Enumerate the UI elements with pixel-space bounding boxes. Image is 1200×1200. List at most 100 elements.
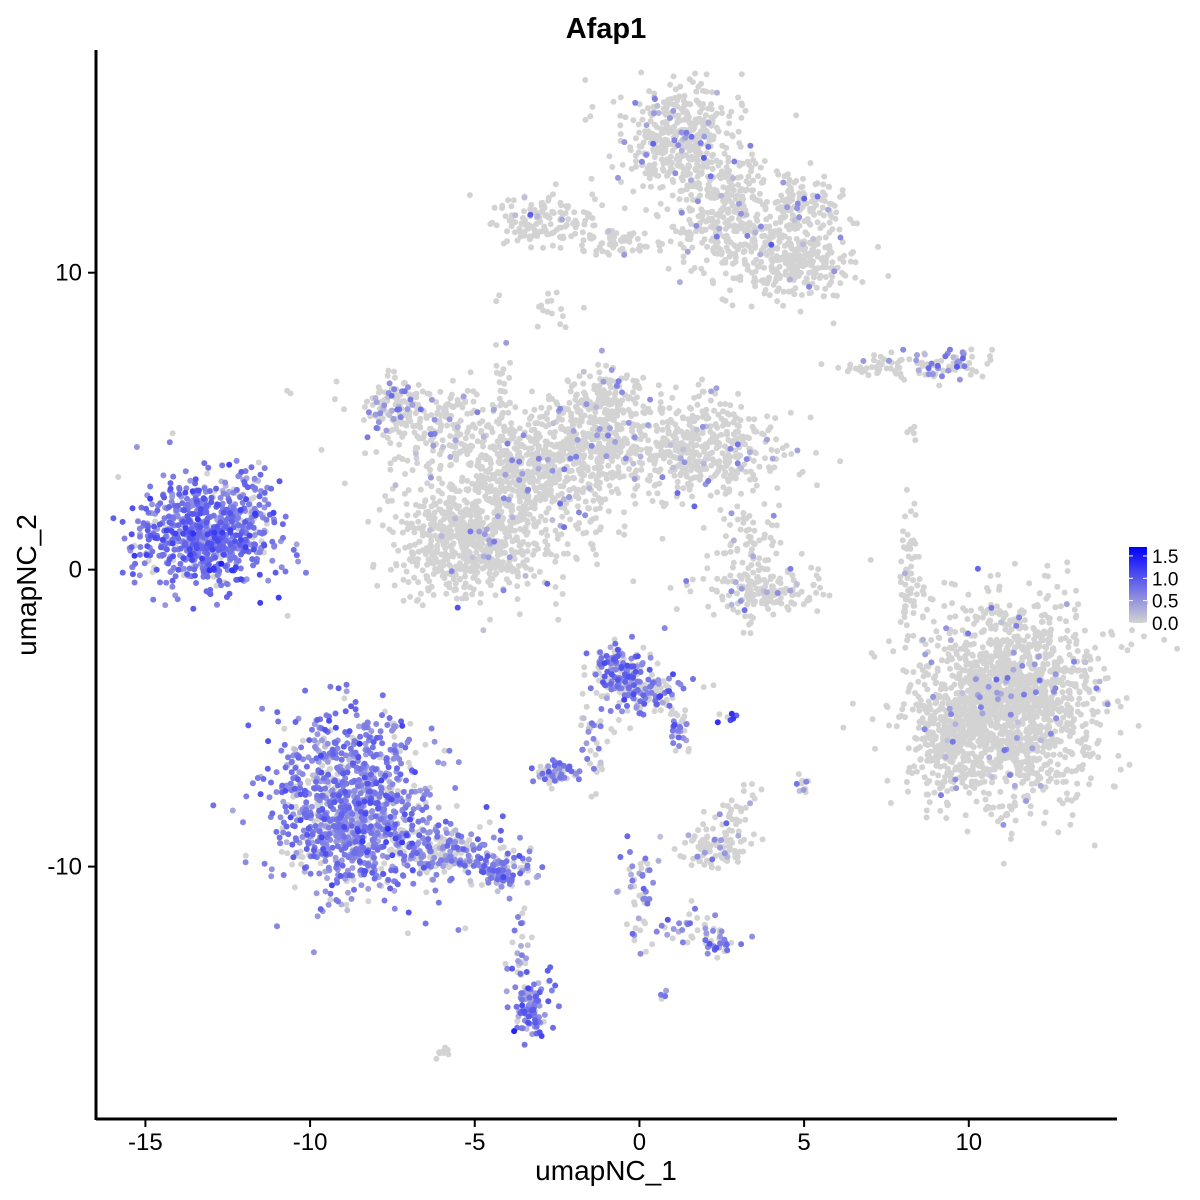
data-point [779,445,786,452]
data-point [774,244,781,251]
data-point [630,377,637,384]
data-point [532,523,539,530]
data-point [878,361,885,368]
data-point [526,511,533,518]
data-point [424,480,431,487]
data-point [426,532,433,539]
data-point [387,440,394,446]
data-point [806,269,813,276]
data-point [730,187,737,194]
data-point [709,449,716,456]
data-point [651,459,658,466]
data-point [550,229,557,236]
data-point [578,477,585,484]
data-point [533,431,540,438]
data-point [504,462,511,469]
data-point [404,930,411,937]
data-point [615,529,622,536]
data-point [510,219,517,225]
data-point [787,243,794,250]
data-point [464,444,471,451]
data-point [905,553,912,560]
data-point [774,298,781,305]
data-point [747,613,754,620]
data-point [1008,830,1015,837]
data-point [566,399,573,406]
data-point [414,560,420,567]
data-point [169,430,176,437]
data-point [409,467,416,474]
data-point [692,148,699,155]
data-point [683,172,690,179]
data-point [693,449,700,456]
data-point [773,550,780,557]
data-point [557,321,564,328]
data-point [765,557,772,563]
data-point [610,417,617,424]
data-point [826,200,833,207]
data-point [809,250,816,257]
data-point [762,206,769,213]
data-point [800,175,806,182]
data-point [544,439,551,446]
data-point [756,198,763,204]
data-point [693,97,700,104]
data-point [594,459,601,466]
data-point [439,480,446,487]
data-point [847,361,854,368]
data-point [441,524,448,531]
data-point [412,410,419,417]
data-point [600,387,607,394]
data-point [768,522,775,529]
data-point [576,422,583,429]
data-point [528,934,535,941]
data-point [772,415,779,422]
data-point [812,265,819,272]
data-point [608,377,615,384]
data-point [450,541,457,547]
data-point [499,202,506,209]
data-point [255,459,262,466]
data-point [820,212,827,219]
data-point [784,196,791,203]
data-point [317,860,324,867]
data-point [703,257,710,264]
data-point [291,884,298,891]
data-point [542,517,549,524]
data-point [719,142,726,149]
data-point [703,412,710,419]
data-point [1174,645,1181,652]
data-point [593,447,600,454]
data-point [765,464,772,471]
data-point [979,373,986,380]
data-point [670,128,676,135]
data-point [767,424,774,431]
data-point [398,518,405,525]
data-point [248,495,255,502]
data-point [640,403,647,410]
data-point [563,203,570,210]
data-point [519,933,526,940]
data-point [716,458,723,465]
data-point [647,183,654,190]
data-point [612,429,618,436]
data-point [419,567,426,574]
data-point [729,133,736,140]
data-point [386,526,393,533]
data-point [437,388,444,395]
data-point [898,558,905,565]
data-point [764,566,771,573]
data-point [813,284,820,291]
data-point [410,423,417,430]
data-point [673,155,680,162]
data-point [740,515,747,522]
data-point [504,228,511,235]
data-point [547,487,554,494]
data-point [599,202,606,209]
data-point [734,503,741,510]
data-point [947,665,953,672]
data-point [540,413,547,420]
data-point [841,271,848,278]
data-point [449,547,456,554]
data-point [776,502,783,509]
